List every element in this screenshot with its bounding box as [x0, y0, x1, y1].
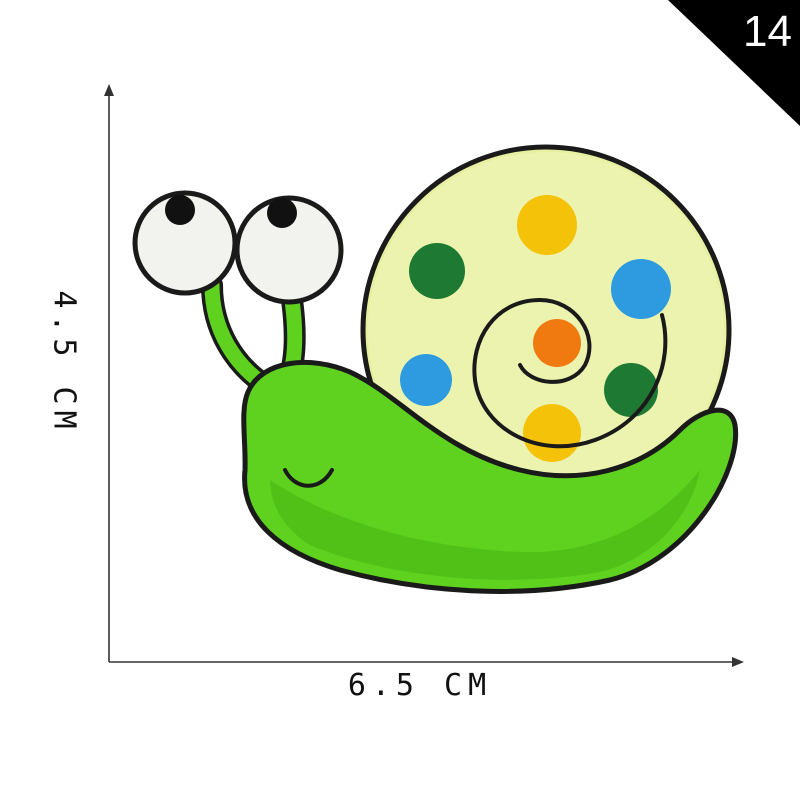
- eye-right-pupil: [267, 198, 297, 228]
- width-dimension-label: 6.5 CM: [347, 668, 493, 703]
- shell-dot-yellow-top: [517, 195, 577, 255]
- dimension-axes: [104, 84, 744, 667]
- shell-dot-green-right: [604, 363, 658, 417]
- body-shading: [270, 470, 700, 580]
- shell-dot-green-left: [409, 243, 465, 299]
- eye-stalk-left-fill: [204, 277, 273, 393]
- badge-number: 14: [743, 7, 792, 56]
- shell-spiral: [472, 297, 668, 449]
- eye-right: [234, 195, 344, 305]
- height-dimension-label: 4.5 CM: [46, 290, 82, 435]
- shell-dot-yellow-bottom: [523, 404, 581, 462]
- shell-dot-orange-center: [533, 319, 581, 367]
- corner-badge: [668, 0, 800, 126]
- shell-dot-blue-right: [611, 259, 671, 319]
- right-arrow-icon: [732, 657, 744, 667]
- eye-left-pupil: [165, 195, 195, 225]
- snail-smile: [283, 468, 334, 488]
- shell-dot-blue-left: [400, 354, 452, 406]
- snail-patch: [132, 144, 739, 594]
- up-arrow-icon: [104, 84, 114, 96]
